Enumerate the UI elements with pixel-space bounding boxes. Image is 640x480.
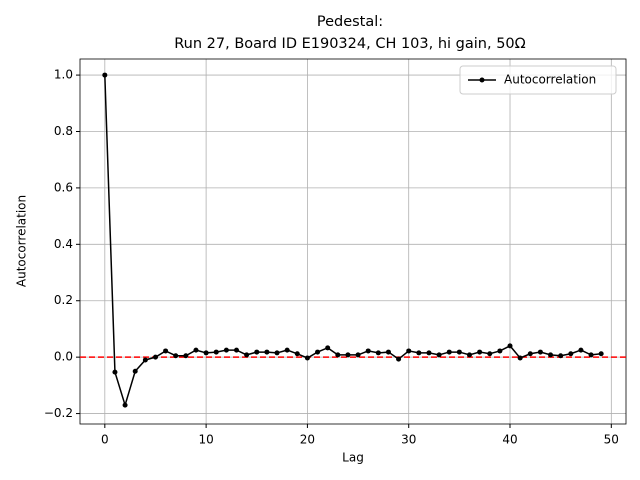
data-point bbox=[365, 348, 371, 354]
x-tick-label: 40 bbox=[502, 433, 517, 447]
data-point bbox=[264, 349, 270, 355]
x-axis-label: Lag bbox=[342, 451, 364, 465]
data-point bbox=[234, 347, 240, 353]
data-line bbox=[104, 75, 602, 408]
data-point bbox=[487, 351, 493, 357]
data-point bbox=[578, 347, 584, 353]
data-point bbox=[325, 345, 331, 351]
chart-title: Pedestal: bbox=[317, 14, 383, 30]
x-tick-label: 10 bbox=[198, 433, 213, 447]
data-point bbox=[284, 347, 290, 353]
y-tick-label: 0.0 bbox=[54, 350, 73, 364]
data-point bbox=[223, 347, 229, 353]
data-point bbox=[345, 352, 351, 358]
data-point bbox=[477, 349, 483, 355]
y-tick-label: 0.2 bbox=[54, 293, 73, 307]
data-point bbox=[517, 355, 523, 361]
data-point bbox=[558, 353, 564, 359]
y-axis-label: Autocorrelation bbox=[15, 195, 29, 287]
data-point bbox=[132, 368, 138, 374]
data-point bbox=[183, 353, 189, 359]
data-point bbox=[375, 350, 381, 356]
data-point bbox=[142, 357, 148, 363]
data-point bbox=[355, 352, 361, 358]
data-point bbox=[122, 402, 128, 408]
y-tick-label: −0.2 bbox=[44, 406, 73, 420]
data-point bbox=[304, 355, 310, 361]
data-point bbox=[244, 352, 250, 358]
data-point bbox=[568, 351, 574, 357]
data-point bbox=[598, 351, 604, 357]
data-point bbox=[446, 349, 452, 355]
data-point bbox=[152, 354, 158, 360]
data-point bbox=[548, 352, 554, 358]
data-point bbox=[497, 348, 503, 354]
data-point bbox=[426, 350, 432, 356]
data-point bbox=[112, 369, 118, 375]
data-point bbox=[274, 350, 280, 356]
data-point bbox=[456, 349, 462, 355]
y-tick-label: 0.6 bbox=[54, 180, 73, 194]
data-point bbox=[203, 350, 209, 356]
data-point bbox=[588, 352, 594, 358]
chart-title: Run 27, Board ID E190324, CH 103, hi gai… bbox=[174, 36, 526, 52]
data-point bbox=[466, 352, 472, 358]
data-point bbox=[335, 352, 341, 358]
data-point bbox=[102, 72, 108, 78]
data-point bbox=[315, 349, 321, 355]
legend-box bbox=[459, 65, 617, 95]
x-tick-label: 20 bbox=[300, 433, 315, 447]
legend-marker bbox=[479, 77, 485, 83]
data-point bbox=[163, 348, 169, 354]
data-point bbox=[436, 352, 442, 358]
data-point bbox=[406, 348, 412, 354]
y-tick-label: 0.4 bbox=[54, 237, 73, 251]
x-tick-label: 0 bbox=[101, 433, 109, 447]
data-point bbox=[527, 351, 533, 357]
data-point bbox=[507, 343, 513, 349]
data-point bbox=[537, 349, 543, 355]
y-tick-label: 0.8 bbox=[54, 124, 73, 138]
data-point bbox=[213, 349, 219, 355]
x-tick-label: 30 bbox=[401, 433, 416, 447]
data-point bbox=[254, 349, 260, 355]
data-point bbox=[294, 351, 300, 357]
data-point bbox=[416, 350, 422, 356]
data-point bbox=[385, 349, 391, 355]
legend-label: Autocorrelation bbox=[504, 73, 596, 87]
data-point bbox=[173, 353, 179, 359]
x-tick-label: 50 bbox=[604, 433, 619, 447]
data-point bbox=[193, 347, 199, 353]
plot-frame bbox=[79, 58, 627, 425]
data-point bbox=[396, 356, 402, 362]
y-tick-label: 1.0 bbox=[54, 68, 73, 82]
